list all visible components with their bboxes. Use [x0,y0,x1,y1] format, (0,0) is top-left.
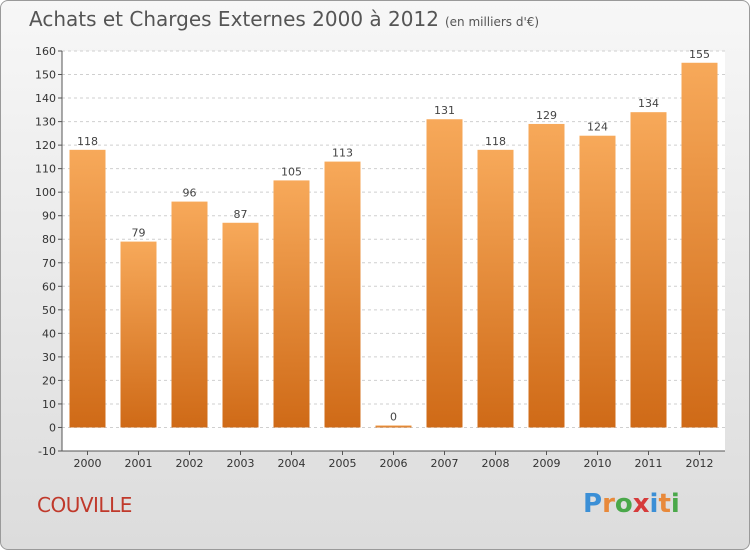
logo-letter: i [670,489,680,519]
x-tick-label: 2008 [482,457,510,470]
bar [171,201,208,428]
y-tick-label: 80 [42,233,56,246]
x-tick-label: 2009 [533,457,561,470]
y-tick-label: -10 [38,445,56,458]
logo-letter: P [583,489,603,519]
bar-value-label: 87 [234,208,248,221]
bar-value-label: 155 [689,48,710,61]
bar [69,149,106,428]
y-tick-label: 160 [35,45,56,58]
x-tick-label: 2011 [635,457,663,470]
proxiti-logo: Proxiti [583,489,680,519]
x-tick-label: 2007 [431,457,459,470]
bar [273,180,310,428]
y-tick-label: 120 [35,139,56,152]
y-tick-label: 40 [42,327,56,340]
y-tick-label: 100 [35,186,56,199]
bar-value-label: 96 [183,187,197,200]
logo-letter: t [658,489,671,519]
x-tick-label: 2000 [74,457,102,470]
logo-letter: o [614,489,633,519]
bar-value-label: 118 [485,135,506,148]
bar-value-label: 79 [132,227,146,240]
y-tick-label: 110 [35,163,56,176]
y-tick-label: 20 [42,374,56,387]
x-tick-label: 2004 [278,457,306,470]
x-tick-label: 2006 [380,457,408,470]
chart-title-text: Achats et Charges Externes 2000 à 2012 [29,7,439,31]
logo-letter: i [649,489,659,519]
x-tick-label: 2005 [329,457,357,470]
y-tick-label: 130 [35,116,56,129]
bar-value-label: 124 [587,121,608,134]
x-tick-label: 2012 [686,457,714,470]
chart-title: Achats et Charges Externes 2000 à 2012 (e… [29,7,539,31]
bar [681,62,718,428]
bar-value-label: 118 [77,135,98,148]
logo-letter: x [632,489,650,519]
bar [528,123,565,428]
y-tick-label: 90 [42,210,56,223]
bar [477,149,514,428]
bar [324,161,361,428]
bar-value-label: 113 [332,147,353,160]
bar-value-label: 134 [638,97,659,110]
bar-value-label: 131 [434,104,455,117]
x-tick-label: 2002 [176,457,204,470]
y-tick-label: 30 [42,351,56,364]
bar-value-label: 105 [281,165,302,178]
y-tick-label: 140 [35,92,56,105]
x-tick-label: 2003 [227,457,255,470]
y-tick-label: 60 [42,280,56,293]
x-tick-label: 2010 [584,457,612,470]
y-tick-label: 50 [42,304,56,317]
x-tick-label: 2001 [125,457,153,470]
y-tick-label: 70 [42,257,56,270]
commune-name: COUVILLE [37,493,132,517]
plot-area [62,51,725,451]
bar [120,241,157,428]
bar-value-label: 0 [390,410,397,423]
y-tick-label: 10 [42,398,56,411]
bar [630,112,667,428]
y-tick-label: 0 [49,421,56,434]
logo-letter: r [602,489,615,519]
chart-unit: (en milliers d'€) [444,15,540,29]
bar [579,135,616,428]
bar [426,119,463,428]
bar-value-label: 129 [536,109,557,122]
bar [222,222,259,428]
bar [375,425,412,428]
y-tick-label: 150 [35,69,56,82]
